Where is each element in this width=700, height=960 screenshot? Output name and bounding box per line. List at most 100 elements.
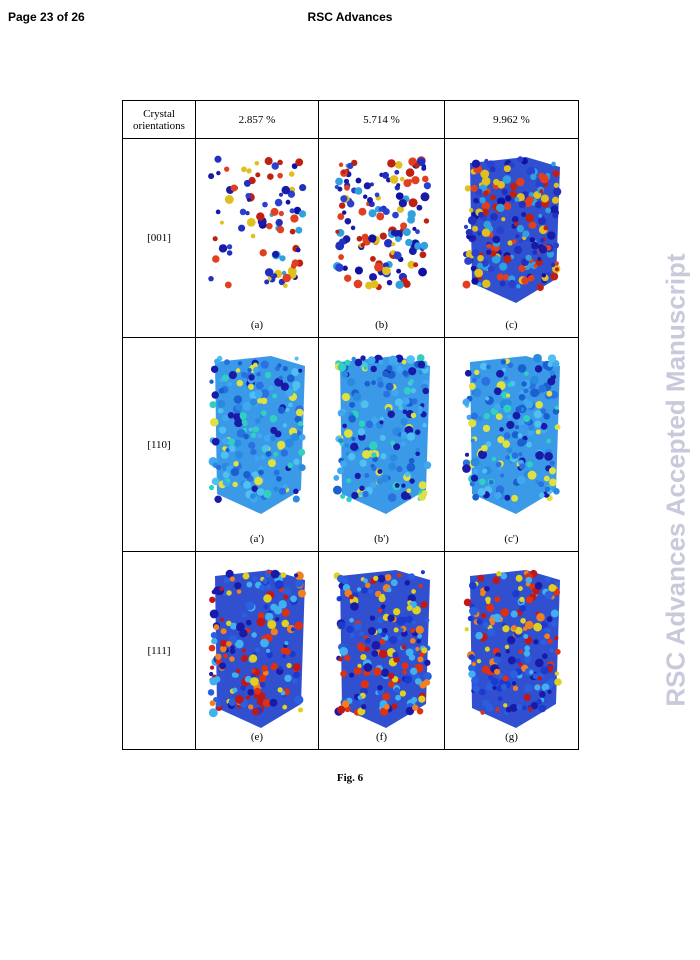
atom xyxy=(476,231,482,236)
atom xyxy=(470,412,478,420)
atom xyxy=(509,703,518,712)
atom xyxy=(277,406,286,414)
atom xyxy=(263,434,272,442)
atom xyxy=(543,452,553,461)
atom xyxy=(230,467,240,477)
atom xyxy=(280,449,289,457)
atom xyxy=(378,649,387,659)
atom xyxy=(477,488,486,496)
atom xyxy=(255,172,261,178)
atom xyxy=(348,401,355,408)
atom xyxy=(360,587,368,594)
atom xyxy=(358,485,365,491)
atom xyxy=(364,582,370,589)
atom xyxy=(370,452,377,458)
atom xyxy=(370,650,378,657)
atom xyxy=(497,696,503,702)
atom xyxy=(502,703,507,708)
atom xyxy=(340,169,346,175)
atom xyxy=(211,391,219,399)
atom xyxy=(539,238,545,243)
atom xyxy=(260,389,270,399)
atom xyxy=(293,458,300,466)
atom xyxy=(264,371,272,379)
atom xyxy=(242,401,252,411)
atom xyxy=(415,625,424,634)
atom xyxy=(467,419,476,428)
atom xyxy=(554,648,561,655)
atom xyxy=(544,486,550,492)
atom xyxy=(411,704,418,711)
atom xyxy=(357,427,365,436)
atom xyxy=(334,241,344,251)
atom xyxy=(356,235,362,242)
atom xyxy=(503,376,508,381)
atom xyxy=(406,462,415,472)
atom xyxy=(408,198,418,208)
header-cell: 5.714 % xyxy=(318,100,445,139)
atom xyxy=(415,639,421,644)
atom xyxy=(215,464,222,471)
atom xyxy=(225,569,234,578)
atom xyxy=(219,586,224,592)
atom xyxy=(356,707,365,716)
atom xyxy=(282,587,292,596)
atom xyxy=(231,672,238,678)
atom xyxy=(411,226,416,231)
atom xyxy=(552,589,560,596)
atom xyxy=(464,369,472,377)
atom xyxy=(493,387,502,396)
atom xyxy=(420,570,425,575)
atom xyxy=(492,235,500,244)
atom xyxy=(515,284,521,289)
atom xyxy=(274,430,282,438)
atom xyxy=(368,209,377,218)
atom xyxy=(291,163,298,170)
atom xyxy=(391,651,398,658)
atom xyxy=(376,628,382,634)
atom xyxy=(370,365,377,373)
atom xyxy=(382,390,390,398)
atom xyxy=(403,675,412,684)
atom xyxy=(235,668,241,674)
atom xyxy=(343,184,350,191)
atom xyxy=(220,451,229,459)
atom xyxy=(539,408,546,415)
atom xyxy=(550,161,556,167)
atom xyxy=(406,215,415,224)
atom xyxy=(277,363,282,368)
atom xyxy=(414,447,420,452)
atom xyxy=(272,273,278,279)
atom xyxy=(226,590,232,596)
atom xyxy=(488,479,494,485)
atom xyxy=(270,664,276,670)
atom xyxy=(392,608,400,616)
atom xyxy=(415,204,422,211)
atom xyxy=(361,490,369,498)
atom xyxy=(225,620,232,627)
atom xyxy=(270,207,279,216)
atom xyxy=(358,459,367,467)
image-caption: (b') xyxy=(374,533,389,545)
atom xyxy=(477,416,482,421)
atom xyxy=(470,474,478,482)
atom xyxy=(481,468,487,474)
atom xyxy=(499,608,509,617)
atom xyxy=(552,187,561,196)
atom xyxy=(290,432,299,442)
atom xyxy=(245,210,250,216)
atom xyxy=(510,624,517,631)
atom xyxy=(343,429,353,438)
atom xyxy=(386,373,393,379)
atom xyxy=(491,254,500,264)
atom xyxy=(481,699,489,707)
atom xyxy=(406,605,413,611)
atom xyxy=(376,684,383,691)
atom xyxy=(472,469,478,474)
atom xyxy=(219,617,224,622)
atom xyxy=(537,213,542,218)
atom xyxy=(224,166,230,172)
atom xyxy=(255,381,264,390)
atom xyxy=(280,382,290,391)
image-caption: (f) xyxy=(376,731,387,743)
